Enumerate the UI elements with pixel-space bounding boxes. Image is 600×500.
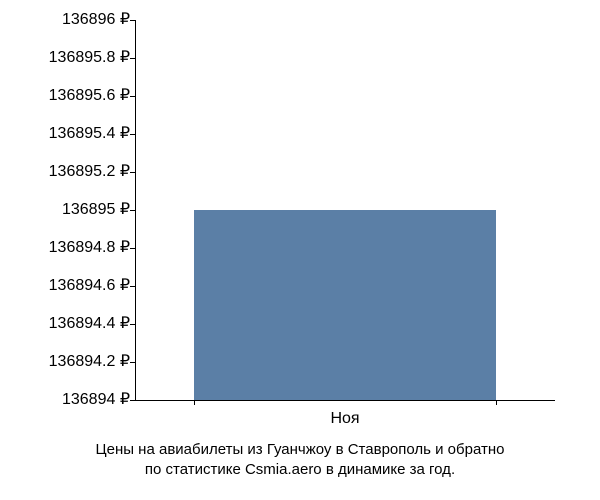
y-tick-label: 136894.2 ₽ xyxy=(49,354,130,370)
caption-line-2: по статистике Csmia.aero в динамике за г… xyxy=(0,460,600,480)
y-tick-label: 136895 ₽ xyxy=(62,202,130,218)
bar xyxy=(194,210,496,400)
y-tick-label: 136895.6 ₽ xyxy=(49,88,130,104)
chart-caption: Цены на авиабилеты из Гуанчжоу в Ставроп… xyxy=(0,440,600,481)
price-chart: 136894 ₽ 136894.2 ₽ 136894.4 ₽ 136894.6 ₽ 13… xyxy=(0,0,600,500)
x-tick-mark xyxy=(496,400,497,405)
x-axis-line xyxy=(135,400,555,401)
y-tick-label: 136894.4 ₽ xyxy=(49,316,130,332)
y-tick-label: 136895.2 ₽ xyxy=(49,164,130,180)
y-tick-mark xyxy=(130,400,135,401)
y-tick-label: 136895.4 ₽ xyxy=(49,126,130,142)
plot-area xyxy=(135,20,555,400)
y-axis: 136894 ₽136894.2 ₽136894.4 ₽136894.6 ₽13… xyxy=(0,20,130,400)
x-tick-mark xyxy=(194,400,195,405)
y-tick-label: 136895.8 ₽ xyxy=(49,50,130,66)
x-tick-label: Ноя xyxy=(330,410,359,428)
y-tick-label: 136894 ₽ xyxy=(62,392,130,408)
y-tick-label: 136896 ₽ xyxy=(62,12,130,28)
y-tick-label: 136894.6 ₽ xyxy=(49,278,130,294)
caption-line-1: Цены на авиабилеты из Гуанчжоу в Ставроп… xyxy=(0,440,600,460)
y-tick-label: 136894.8 ₽ xyxy=(49,240,130,256)
